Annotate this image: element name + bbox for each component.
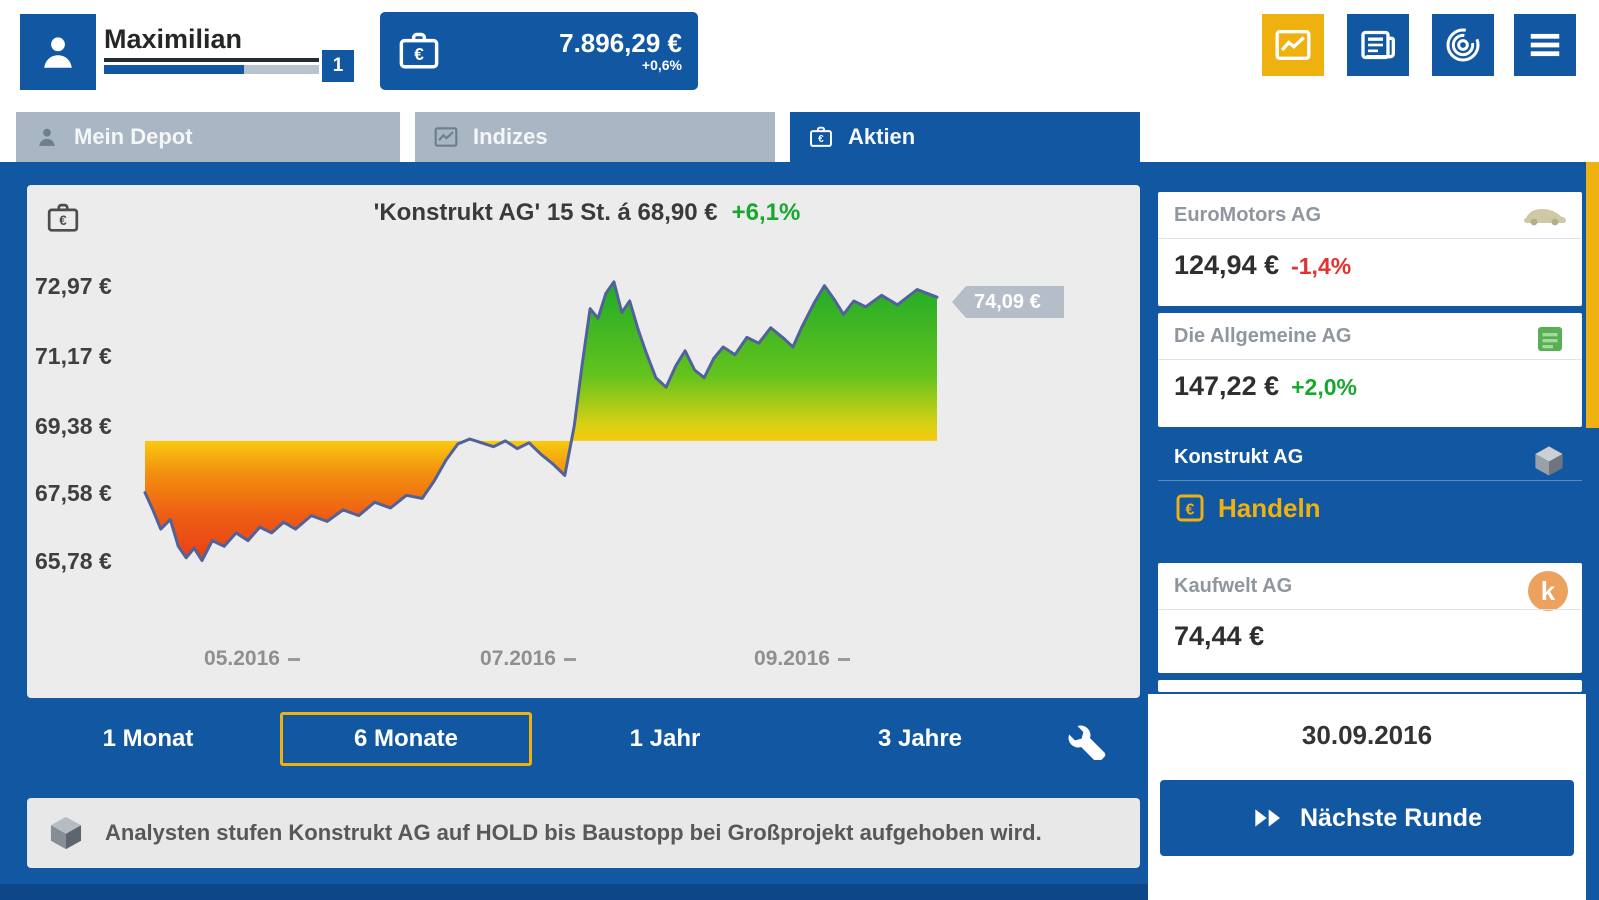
watchlist-item-kaufwelt[interactable]: Kaufwelt AG k 74,44 €	[1158, 563, 1582, 673]
stock-chart-panel: € 'Konstrukt AG' 15 St. á 68,90 € +6,1% …	[27, 185, 1140, 698]
y-axis-label: 71,17 €	[35, 343, 112, 369]
divider	[1158, 609, 1582, 610]
watchlist-item-konstrukt[interactable]: Konstrukt AG € Handeln	[1158, 434, 1582, 556]
k-logo-icon: k	[1528, 571, 1568, 611]
svg-text:€: €	[414, 44, 424, 64]
next-round-label: Nächste Runde	[1300, 803, 1482, 832]
briefcase-euro-icon: €	[808, 124, 834, 150]
wrench-icon	[1068, 722, 1106, 760]
tab-aktien[interactable]: € Aktien	[790, 112, 1140, 162]
newspaper-icon	[1358, 25, 1398, 65]
stock-change: -1,4%	[1291, 253, 1352, 279]
xp-progress-bar	[104, 65, 319, 74]
round-panel: 30.09.2016 Nächste Runde	[1148, 694, 1586, 900]
briefcase-euro-icon: €	[396, 28, 442, 74]
x-axis-label: 05.2016	[182, 647, 322, 671]
xp-progress-fill	[104, 65, 244, 74]
stock-name: Die Allgemeine AG	[1174, 325, 1352, 347]
chart-settings-button[interactable]	[1068, 722, 1106, 760]
stock-price: 74,44 €	[1174, 621, 1265, 651]
y-axis-label: 65,78 €	[35, 548, 112, 574]
round-date: 30.09.2016	[1301, 720, 1433, 750]
watchlist-item-euromotors[interactable]: EuroMotors AG 124,94 € -1,4%	[1158, 192, 1582, 306]
period-3-jahre[interactable]: 3 Jahre	[877, 725, 963, 752]
person-icon	[35, 29, 81, 75]
level-badge: 1	[322, 50, 354, 82]
bottom-strip	[0, 884, 1148, 900]
handeln-label: Handeln	[1218, 492, 1321, 523]
svg-text:€: €	[1186, 501, 1195, 518]
period-6-monate[interactable]: 6 Monate	[280, 712, 532, 766]
car-icon	[1520, 200, 1568, 230]
news-text: Analysten stufen Konstrukt AG auf HOLD b…	[105, 820, 1042, 845]
period-1-monat[interactable]: 1 Monat	[102, 725, 194, 752]
player-name: Maximilian	[104, 24, 243, 54]
cube-icon	[45, 812, 87, 854]
chart-title-row: 'Konstrukt AG' 15 St. á 68,90 € +6,1%	[157, 199, 1017, 227]
watchlist-item-partial[interactable]	[1158, 680, 1582, 692]
stock-name: EuroMotors AG	[1174, 204, 1322, 226]
stock-change: +2,0%	[1291, 374, 1357, 400]
spiral-icon	[1443, 25, 1483, 65]
fast-forward-icon	[1252, 802, 1284, 834]
handeln-button[interactable]: € Handeln	[1174, 492, 1321, 524]
watchlist-item-die-allgemeine[interactable]: Die Allgemeine AG 147,22 € +2,0%	[1158, 313, 1582, 427]
tab-label: Mein Depot	[74, 124, 193, 149]
x-axis-label: 09.2016	[732, 647, 872, 671]
player-avatar[interactable]	[20, 14, 96, 90]
chart-area-fill	[145, 281, 937, 561]
cube-icon	[1530, 442, 1568, 480]
menu-button[interactable]	[1514, 14, 1576, 76]
period-1-jahr[interactable]: 1 Jahr	[629, 725, 701, 752]
stock-name: Kaufwelt AG	[1174, 575, 1293, 597]
y-axis-label: 69,38 €	[35, 413, 112, 439]
analysis-button[interactable]	[1432, 14, 1494, 76]
person-icon	[34, 124, 60, 150]
news-button[interactable]	[1347, 14, 1409, 76]
news-ticker[interactable]: Analysten stufen Konstrukt AG auf HOLD b…	[27, 798, 1140, 868]
index-chart-icon	[433, 124, 459, 150]
stock-price: 124,94 €	[1174, 250, 1280, 280]
portfolio-value-chip[interactable]: € 7.896,29 € +0,6%	[380, 12, 698, 90]
scrollbar-thumb[interactable]	[1586, 162, 1599, 428]
stock-name: Konstrukt AG	[1174, 446, 1304, 468]
portfolio-change: +0,6%	[641, 57, 682, 73]
y-axis-label: 72,97 €	[35, 273, 112, 299]
svg-text:€: €	[818, 134, 824, 145]
briefcase-euro-icon: €	[45, 200, 81, 236]
chart-price-line	[143, 280, 939, 562]
y-axis-label: 67,58 €	[35, 480, 112, 506]
tab-label: Aktien	[848, 124, 916, 149]
player-name-underline	[104, 58, 319, 62]
chart-title-change: +6,1%	[731, 199, 801, 226]
trade-euro-icon: €	[1174, 492, 1206, 524]
x-axis-label: 07.2016	[458, 647, 598, 671]
chart-view-button[interactable]	[1262, 14, 1324, 76]
divider	[1158, 238, 1582, 239]
money-icon	[1532, 321, 1568, 357]
svg-text:€: €	[59, 213, 67, 228]
divider	[1158, 359, 1582, 360]
tab-label: Indizes	[473, 124, 548, 149]
next-round-button[interactable]: Nächste Runde	[1160, 780, 1574, 856]
portfolio-value: 7.896,29 €	[559, 28, 682, 58]
stock-chart-svg	[143, 280, 939, 562]
chart-title: 'Konstrukt AG' 15 St. á 68,90 €	[373, 199, 718, 226]
stock-price: 147,22 €	[1174, 371, 1280, 401]
divider	[1158, 480, 1582, 481]
hamburger-menu-icon	[1526, 26, 1564, 64]
chart-line-icon	[1273, 25, 1313, 65]
tab-mein-depot[interactable]: Mein Depot	[16, 112, 400, 162]
current-price-tag: 74,09 €	[952, 286, 1064, 318]
tab-indizes[interactable]: Indizes	[415, 112, 775, 162]
